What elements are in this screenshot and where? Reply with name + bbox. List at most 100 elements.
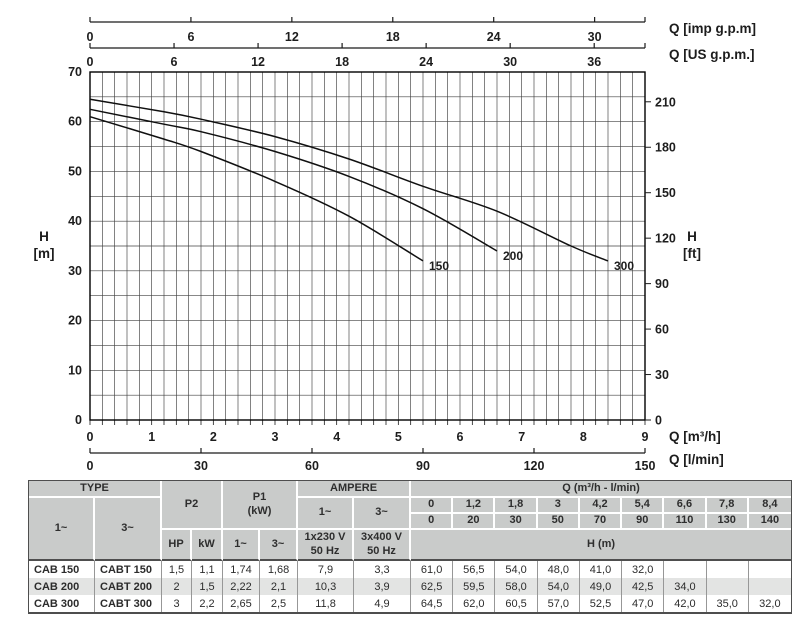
svg-text:50: 50 xyxy=(68,164,82,178)
type-3ph-cell: CABT 150 xyxy=(95,561,163,578)
h-value-cell: 60,5 xyxy=(495,595,538,612)
ampere-1ph-cell: 11,8 xyxy=(298,595,355,612)
svg-text:120: 120 xyxy=(655,232,676,246)
svg-text:90: 90 xyxy=(416,459,430,473)
h-value-cell: 54,0 xyxy=(495,561,538,578)
x-minor-ticks xyxy=(89,420,646,425)
table-row-cab300: CAB 300 CABT 300 3 2,2 2,65 2,5 11,8 4,9… xyxy=(29,595,791,612)
x-axis-m3h: 0 1 2 3 4 5 6 7 8 9 Q [m³/h] xyxy=(87,429,721,444)
specs-table-wrap: TYPE P2 P1 (kW) AMPERE Q (m³/h - l/min) … xyxy=(28,480,792,614)
svg-text:180: 180 xyxy=(655,141,676,155)
p1-3ph-cell: 2,5 xyxy=(260,595,299,612)
q-m3h-header: 6,6 xyxy=(664,498,707,514)
kw-cell: 2,2 xyxy=(192,595,224,612)
type-1ph-cell: CAB 300 xyxy=(29,595,95,612)
svg-text:H: H xyxy=(687,229,697,244)
h-value-cell xyxy=(664,561,707,578)
ampere-3ph-cell: 3,9 xyxy=(354,578,412,595)
q-m3h-header: 1,8 xyxy=(495,498,538,514)
h-value-cell: 57,0 xyxy=(537,595,580,612)
svg-text:18: 18 xyxy=(335,55,349,69)
svg-text:18: 18 xyxy=(386,30,400,44)
svg-text:2: 2 xyxy=(210,430,217,444)
svg-text:9: 9 xyxy=(642,430,649,444)
h-value-cell xyxy=(706,578,749,595)
svg-text:Q [US g.p.m.]: Q [US g.p.m.] xyxy=(669,47,755,62)
col-header-p1-3ph: 3~ xyxy=(260,530,299,561)
ampere-3ph-cell: 4,9 xyxy=(354,595,412,612)
svg-text:120: 120 xyxy=(524,459,545,473)
svg-text:6: 6 xyxy=(457,430,464,444)
svg-text:0: 0 xyxy=(75,413,82,427)
axis-lmin: 0 30 60 90 120 150 Q [l/min] xyxy=(87,448,724,473)
header-row-3: 0 20 30 50 70 90 110 130 140 xyxy=(29,514,791,530)
type-3ph-cell: CABT 300 xyxy=(95,595,163,612)
q-m3h-header: 3 xyxy=(537,498,580,514)
q-m3h-header: 8,4 xyxy=(748,498,791,514)
curve-200: 200 xyxy=(89,108,523,263)
col-header-hp: HP xyxy=(162,530,193,561)
h-value-cell: 42,0 xyxy=(664,595,707,612)
header-row-2: 1~ 3~ 1~ 3~ 0 1,2 1,8 3 4,2 5,4 6,6 7,8 … xyxy=(29,498,791,561)
col-header-voltage-1ph: 1x230 V 50 Hz xyxy=(298,530,355,561)
h-value-cell: 48,0 xyxy=(537,561,580,578)
h-value-cell xyxy=(748,561,791,578)
q-lmin-header: 140 xyxy=(748,514,791,530)
h-value-cell: 32,0 xyxy=(748,595,791,612)
col-header-type-1ph: 1~ xyxy=(29,498,95,561)
p1-1ph-cell: 2,22 xyxy=(223,578,261,595)
col-header-ampere-3ph: 3~ xyxy=(354,498,412,530)
svg-text:0: 0 xyxy=(87,430,94,444)
y-axis-m: 0 10 20 30 40 50 60 70 H [m] xyxy=(34,65,83,427)
q-lmin-header: 70 xyxy=(579,514,623,530)
svg-text:7: 7 xyxy=(518,430,525,444)
svg-text:300: 300 xyxy=(614,259,634,273)
specs-table: TYPE P2 P1 (kW) AMPERE Q (m³/h - l/min) … xyxy=(29,481,791,612)
h-value-cell: 47,0 xyxy=(622,595,665,612)
ampere-3ph-cell: 3,3 xyxy=(354,561,412,578)
p1-3ph-cell: 2,1 xyxy=(260,578,299,595)
col-header-type: TYPE xyxy=(29,481,163,498)
q-m3h-header: 0 xyxy=(411,498,454,514)
h-value-cell: 42,5 xyxy=(622,578,665,595)
q-lmin-header: 20 xyxy=(453,514,496,530)
axis-imp-gpm: 0 6 12 18 24 30 Q [imp g.p.m] xyxy=(87,17,756,44)
svg-text:6: 6 xyxy=(171,55,178,69)
kw-cell: 1,5 xyxy=(192,578,224,595)
col-header-p1: P1 (kW) xyxy=(223,481,299,530)
p1-1ph-cell: 2,65 xyxy=(223,595,261,612)
h-value-cell: 54,0 xyxy=(537,578,580,595)
type-1ph-cell: CAB 200 xyxy=(29,578,95,595)
svg-text:H: H xyxy=(39,229,49,244)
svg-text:Q [m³/h]: Q [m³/h] xyxy=(669,429,721,444)
svg-text:30: 30 xyxy=(655,368,669,382)
col-header-q: Q (m³/h - l/min) xyxy=(411,481,791,498)
col-header-type-3ph: 3~ xyxy=(95,498,163,561)
q-m3h-header: 5,4 xyxy=(622,498,665,514)
hp-cell: 3 xyxy=(162,595,193,612)
h-value-cell xyxy=(748,578,791,595)
svg-text:4: 4 xyxy=(333,430,340,444)
col-header-p1-1ph: 1~ xyxy=(223,530,261,561)
axis-us-gpm: 0 6 12 18 24 30 36 Q [US g.p.m.] xyxy=(87,43,755,69)
curve-300: 300 xyxy=(89,98,634,273)
svg-text:150: 150 xyxy=(635,459,656,473)
svg-text:24: 24 xyxy=(487,30,501,44)
h-value-cell: 34,0 xyxy=(664,578,707,595)
h-value-cell: 64,5 xyxy=(411,595,454,612)
svg-text:6: 6 xyxy=(187,30,194,44)
svg-text:210: 210 xyxy=(655,95,676,109)
col-header-voltage-3ph: 3x400 V 50 Hz xyxy=(354,530,412,561)
h-value-cell: 58,0 xyxy=(495,578,538,595)
y-axis-ft: 0 30 60 90 120 150 180 210 H [ft] xyxy=(645,95,701,428)
curve-150: 150 xyxy=(89,115,449,273)
svg-text:90: 90 xyxy=(655,277,669,291)
q-lmin-header: 0 xyxy=(411,514,454,530)
svg-text:70: 70 xyxy=(68,65,82,79)
q-lmin-header: 110 xyxy=(664,514,707,530)
svg-text:150: 150 xyxy=(655,186,676,200)
h-value-cell: 49,0 xyxy=(579,578,623,595)
header-row-1: TYPE P2 P1 (kW) AMPERE Q (m³/h - l/min) xyxy=(29,481,791,530)
svg-text:10: 10 xyxy=(68,363,82,377)
